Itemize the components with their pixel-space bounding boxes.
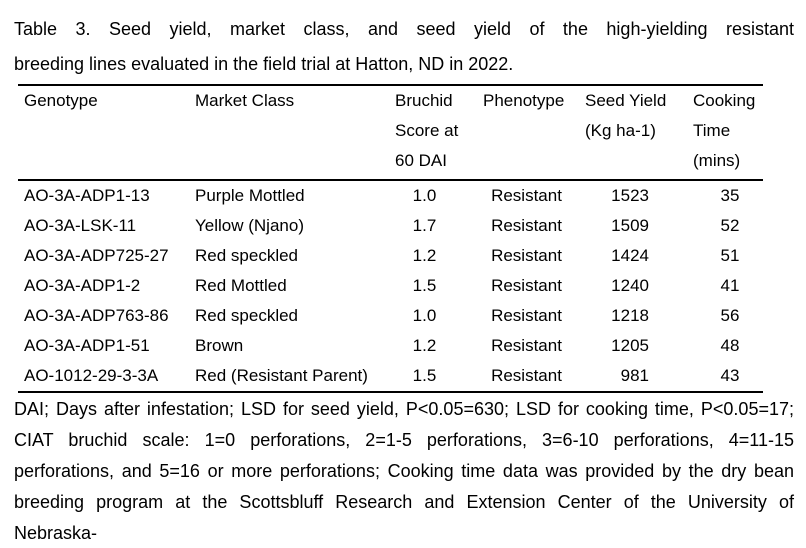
phenotype-cell: Resistant — [491, 216, 562, 235]
genotype-cell: AO-3A-ADP725-27 — [24, 246, 169, 265]
table-row: AO-3A-ADP1-51 Brown 1.2 Resistant 1205 4… — [18, 331, 763, 361]
phenotype-cell: Resistant — [491, 336, 562, 355]
cooking-time-cell: 56 — [720, 306, 740, 325]
bruchid-score-cell: 1.7 — [412, 216, 437, 235]
seed-yield-cell: 1509 — [611, 216, 649, 235]
seed-yield-cell: 1218 — [611, 306, 649, 325]
seed-yield-cell: 1424 — [611, 246, 649, 265]
genotype-cell: AO-1012-29-3-3A — [24, 366, 159, 385]
column-header-phenotype: Phenotype — [483, 91, 565, 110]
column-header-genotype: Genotype — [24, 91, 98, 110]
table-footnote-line-3: perforations, and 5=16 or more perforati… — [14, 461, 794, 481]
bruchid-score-cell: 1.5 — [412, 276, 437, 295]
genotype-cell: AO-3A-ADP1-13 — [24, 186, 150, 205]
column-header-bruchid-score: Bruchid Score at 60 DAI — [395, 91, 459, 170]
phenotype-cell: Resistant — [491, 366, 562, 385]
data-table-container: Genotype Market Class Bruchid Score at 6… — [18, 84, 763, 393]
table-row: AO-3A-ADP1-2 Red Mottled 1.5 Resistant 1… — [18, 271, 763, 301]
table-row: AO-3A-ADP725-27 Red speckled 1.2 Resista… — [18, 241, 763, 271]
seed-yield-cell: 1523 — [611, 186, 649, 205]
phenotype-cell: Resistant — [491, 246, 562, 265]
cooking-time-cell: 35 — [720, 186, 740, 205]
bruchid-score-cell: 1.2 — [412, 336, 437, 355]
table-row: AO-1012-29-3-3A Red (Resistant Parent) 1… — [18, 361, 763, 392]
seed-yield-cell: 1205 — [611, 336, 649, 355]
table-footnote-line-4: breeding program at the Scottsbluff Rese… — [14, 492, 794, 543]
cooking-time-cell: 48 — [720, 336, 740, 355]
seed-yield-cell: 1240 — [611, 276, 649, 295]
seed-yield-cell: 981 — [620, 366, 649, 385]
column-header-market-class: Market Class — [195, 91, 295, 110]
genotype-cell: AO-3A-ADP763-86 — [24, 306, 169, 325]
market-class-cell: Yellow (Njano) — [195, 216, 304, 235]
cooking-time-cell: 43 — [720, 366, 740, 385]
cooking-time-cell: 52 — [720, 216, 740, 235]
table-caption-line-1: Table 3. Seed yield, market class, and s… — [14, 19, 794, 39]
market-class-cell: Red Mottled — [195, 276, 287, 295]
genotype-cell: AO-3A-ADP1-51 — [24, 336, 150, 355]
phenotype-cell: Resistant — [491, 306, 562, 325]
column-header-cooking-time: Cooking Time (mins) — [693, 91, 756, 170]
phenotype-cell: Resistant — [491, 186, 562, 205]
market-class-cell: Purple Mottled — [195, 186, 305, 205]
column-header-seed-yield: Seed Yield (Kg ha-1) — [585, 91, 667, 140]
table-caption: Table 3. Seed yield, market class, and s… — [14, 12, 794, 82]
genotype-cell: AO-3A-LSK-11 — [24, 216, 137, 235]
bruchid-score-cell: 1.5 — [412, 366, 437, 385]
table-caption-line-2: breeding lines evaluated in the field tr… — [14, 54, 514, 74]
table-header-row: Genotype Market Class Bruchid Score at 6… — [18, 85, 763, 180]
market-class-cell: Red speckled — [195, 246, 299, 265]
table-row: AO-3A-LSK-11 Yellow (Njano) 1.7 Resistan… — [18, 211, 763, 241]
table-row: AO-3A-ADP1-13 Purple Mottled 1.0 Resista… — [18, 180, 763, 211]
market-class-cell: Red speckled — [195, 306, 299, 325]
phenotype-cell: Resistant — [491, 276, 562, 295]
bruchid-score-cell: 1.0 — [412, 306, 437, 325]
data-table: Genotype Market Class Bruchid Score at 6… — [18, 84, 763, 393]
cooking-time-cell: 51 — [720, 246, 740, 265]
table-footnote: DAI; Days after infestation; LSD for see… — [14, 394, 794, 548]
table-footnote-line-1: DAI; Days after infestation; LSD for see… — [14, 399, 794, 419]
cooking-time-cell: 41 — [720, 276, 740, 295]
bruchid-score-cell: 1.2 — [412, 246, 437, 265]
genotype-cell: AO-3A-ADP1-2 — [24, 276, 141, 295]
table-footnote-line-2: CIAT bruchid scale: 1=0 perforations, 2=… — [14, 430, 794, 450]
market-class-cell: Red (Resistant Parent) — [195, 366, 368, 385]
market-class-cell: Brown — [195, 336, 244, 355]
table-row: AO-3A-ADP763-86 Red speckled 1.0 Resista… — [18, 301, 763, 331]
bruchid-score-cell: 1.0 — [412, 186, 437, 205]
